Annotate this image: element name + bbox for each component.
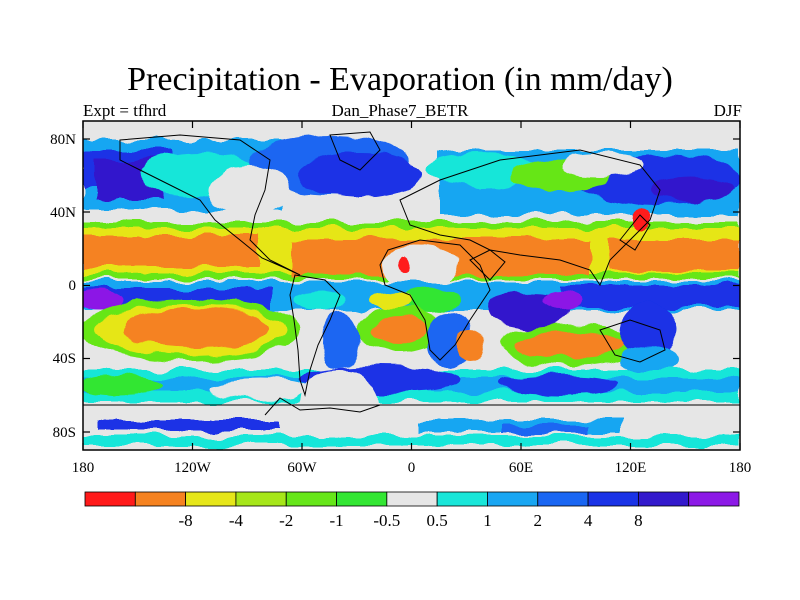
colorbar-swatch xyxy=(537,491,589,507)
colorbar-swatch xyxy=(487,491,539,507)
x-tick-label: 60E xyxy=(509,460,533,476)
y-tick-label: 80N xyxy=(50,132,76,148)
colorbar-swatch xyxy=(336,491,388,507)
x-axis xyxy=(82,121,741,450)
colorbar: -8 -4 -2 -1 -0.5 0.5 1 2 4 8 xyxy=(84,491,740,530)
colorbar-label: -4 xyxy=(229,511,244,530)
colorbar-swatch xyxy=(386,491,438,507)
colorbar-swatch xyxy=(688,491,740,507)
colorbar-swatch xyxy=(185,491,237,507)
pe-field xyxy=(83,121,740,450)
colorbar-swatch xyxy=(587,491,639,507)
season-label: DJF xyxy=(713,101,742,120)
case-label: Dan_Phase7_BETR xyxy=(331,101,469,120)
experiment-label: Expt = tfhrd xyxy=(83,101,167,120)
colorbar-label: -2 xyxy=(279,511,293,530)
y-axis xyxy=(83,138,740,433)
colorbar-label: 1 xyxy=(483,511,492,530)
colorbar-label: -0.5 xyxy=(373,511,400,530)
page-title: Precipitation - Evaporation (in mm/day) xyxy=(127,61,673,98)
x-tick-label: 180 xyxy=(72,460,95,476)
colorbar-swatch xyxy=(285,491,337,507)
x-tick-label: 120W xyxy=(174,460,212,476)
colorbar-swatch xyxy=(235,491,287,507)
colorbar-label: 0.5 xyxy=(427,511,448,530)
colorbar-label: -8 xyxy=(179,511,193,530)
x-tick-label: 0 xyxy=(408,460,416,476)
y-tick-label: 0 xyxy=(69,278,77,294)
colorbar-swatch xyxy=(134,491,187,507)
y-tick-label: 40N xyxy=(50,205,76,221)
colorbar-label: 4 xyxy=(584,511,593,530)
colorbar-swatch xyxy=(637,491,690,507)
x-tick-label: 180 xyxy=(729,460,752,476)
y-tick-label: 40S xyxy=(53,351,76,367)
colorbar-swatch xyxy=(84,491,136,507)
coastlines xyxy=(83,131,740,450)
x-tick-label: 60W xyxy=(287,460,317,476)
x-tick-label: 120E xyxy=(615,460,647,476)
colorbar-label: 2 xyxy=(534,511,543,530)
y-tick-label: 80S xyxy=(53,425,76,441)
colorbar-label: 8 xyxy=(634,511,643,530)
colorbar-label: -1 xyxy=(329,511,343,530)
colorbar-swatch xyxy=(436,491,488,507)
